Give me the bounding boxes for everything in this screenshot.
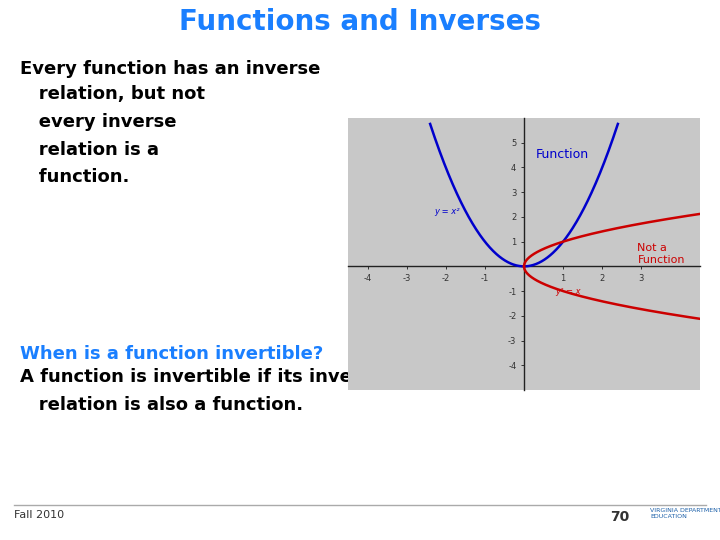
Text: Not a
Function: Not a Function — [637, 243, 685, 265]
Text: relation, but not
   every inverse
   relation is a
   function.: relation, but not every inverse relation… — [20, 85, 205, 186]
Text: y² = x: y² = x — [555, 287, 581, 295]
Text: When is a function invertible?: When is a function invertible? — [20, 345, 323, 363]
Text: Functions and Inverses: Functions and Inverses — [179, 8, 541, 36]
Text: Every function has an inverse: Every function has an inverse — [20, 60, 320, 78]
Text: Function: Function — [536, 147, 589, 161]
Text: VIRGINIA DEPARTMENT OF
EDUCATION: VIRGINIA DEPARTMENT OF EDUCATION — [650, 508, 720, 519]
Text: Fall 2010: Fall 2010 — [14, 510, 64, 520]
Text: 70: 70 — [610, 510, 629, 524]
Text: A function is invertible if its inverse
   relation is also a function.: A function is invertible if its inverse … — [20, 368, 384, 414]
Text: y = x²: y = x² — [434, 207, 459, 217]
